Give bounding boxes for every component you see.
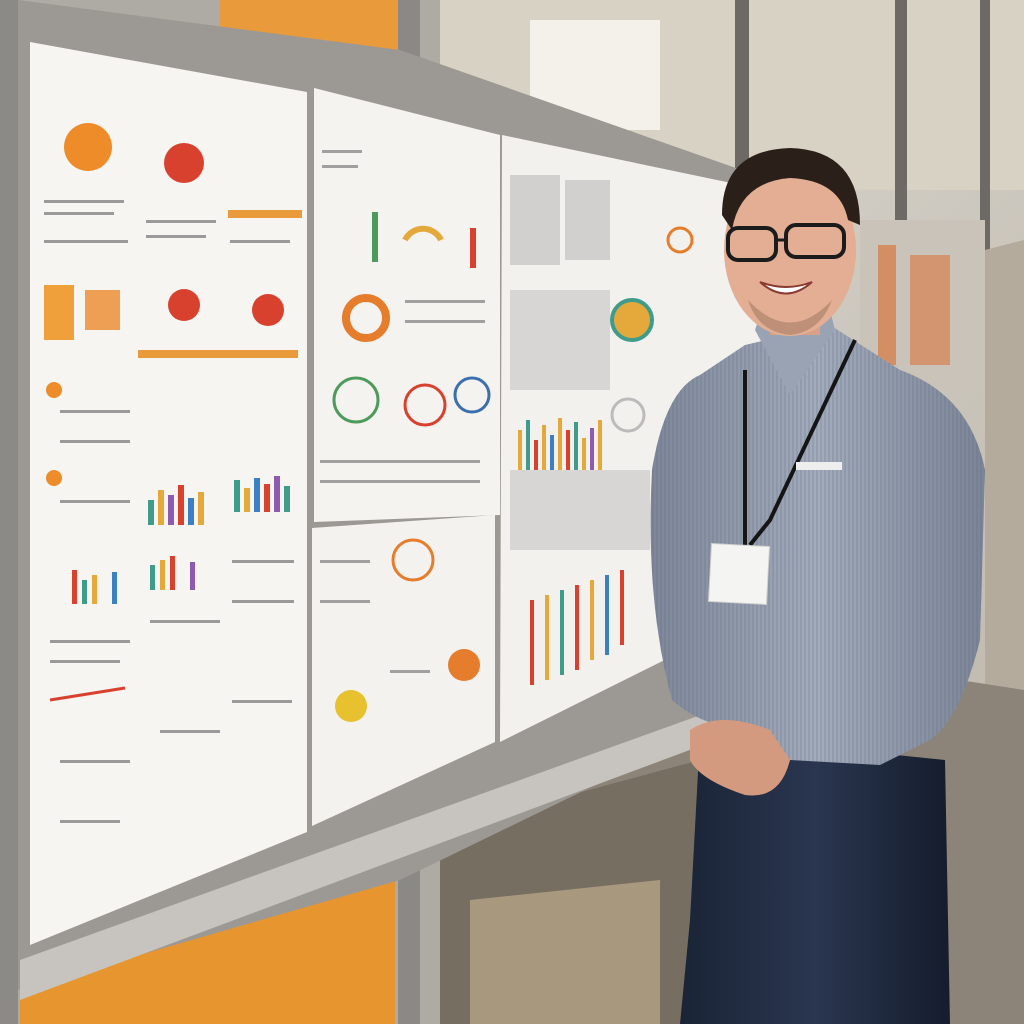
floor-light (470, 880, 660, 1024)
window-frame (895, 0, 907, 230)
sign-shape (910, 255, 950, 365)
gauge (402, 225, 444, 242)
block-chart (85, 290, 120, 330)
frame-post (0, 0, 18, 1024)
lanyard (743, 339, 857, 547)
bar-group (518, 418, 624, 685)
pie-icon (164, 143, 204, 183)
ring-chart (332, 376, 380, 424)
person (650, 148, 985, 1024)
badge (707, 542, 771, 606)
ring-chart (610, 298, 654, 342)
icon (46, 382, 62, 398)
shirt-stripes (650, 325, 985, 765)
pie-icon (252, 294, 284, 326)
icon (46, 470, 62, 486)
pie-icon (168, 289, 200, 321)
bar-group (72, 476, 290, 604)
ring-chart (453, 376, 491, 414)
smile (759, 281, 813, 295)
pie-icon (335, 690, 367, 722)
header-band (228, 210, 302, 218)
hair (722, 148, 860, 230)
poster (30, 42, 307, 945)
ring-chart (610, 397, 646, 433)
pocket-card (796, 462, 842, 470)
ring-chart (666, 226, 694, 254)
sign-shape (878, 245, 896, 365)
table-lines (510, 175, 650, 550)
bar (470, 228, 476, 268)
poster (314, 88, 500, 522)
pie-icon (64, 123, 112, 171)
text-lines (320, 150, 485, 673)
board-rail (20, 690, 770, 1000)
window-frame (980, 0, 990, 250)
bar (372, 212, 378, 262)
block-chart (44, 285, 74, 340)
ring-chart (342, 294, 390, 342)
face (724, 164, 856, 336)
ring-chart (391, 538, 435, 582)
trousers (680, 735, 950, 1024)
glasses (726, 226, 778, 262)
ring-chart (403, 383, 447, 427)
stubble (748, 300, 832, 335)
header-band (138, 350, 298, 358)
pie-icon (448, 649, 480, 681)
window-frame (735, 0, 749, 170)
hands (690, 720, 790, 796)
line-chart (49, 686, 126, 702)
text-lines (44, 200, 294, 823)
